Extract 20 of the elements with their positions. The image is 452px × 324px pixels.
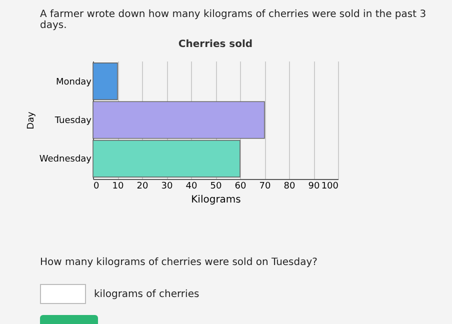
x-tick-label: 80	[284, 182, 296, 192]
x-tick-label: 20	[136, 182, 148, 192]
y-tick-label: Monday	[56, 77, 92, 88]
x-tick-label: 100	[321, 182, 339, 192]
y-tick-label: Tuesday	[54, 116, 92, 126]
x-tick-label: 50	[210, 182, 222, 192]
x-tick-label: 70	[259, 182, 271, 192]
chart-title: Cherries sold	[178, 39, 253, 50]
y-axis-title: Day	[26, 110, 36, 130]
x-tick-label: 10	[112, 182, 124, 192]
x-axis-title: Kilograms	[191, 194, 241, 206]
text: How many kilograms of cherries were sold on Tuesday?	[40, 257, 318, 268]
x-tick-label: 40	[186, 182, 198, 192]
x-tick-label: 30	[161, 182, 173, 192]
text: kilograms of cherries	[94, 288, 200, 300]
x-tick-label: 60	[234, 182, 246, 192]
text: A farmer wrote down how many kilograms of cherries were sold in the past 3 days.	[40, 9, 428, 31]
x-tick-label: 90	[308, 182, 320, 192]
x-tick-label: 0	[94, 182, 100, 192]
y-tick-label: Wednesday	[39, 154, 92, 165]
